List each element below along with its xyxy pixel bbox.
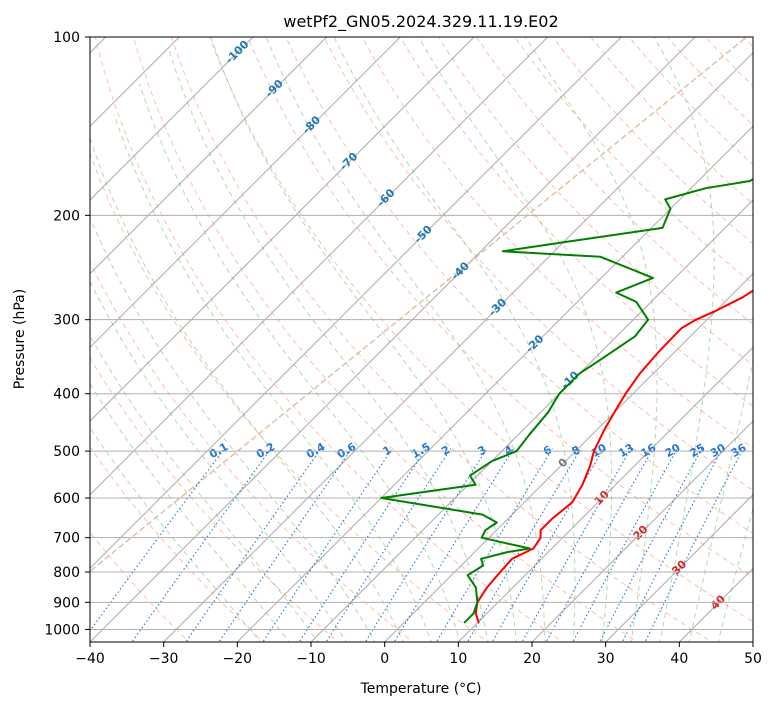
x-tick-label: 40 xyxy=(670,651,688,667)
y-tick-label: 900 xyxy=(53,595,80,611)
x-tick-label: −30 xyxy=(149,651,179,667)
x-tick-label: 20 xyxy=(523,651,541,667)
x-tick-label: −20 xyxy=(223,651,253,667)
y-tick-label: 800 xyxy=(53,565,80,581)
y-tick-label: 300 xyxy=(53,313,80,329)
y-tick-label: 200 xyxy=(53,208,80,224)
y-tick-label: 100 xyxy=(53,30,80,46)
x-tick-label: −40 xyxy=(75,651,105,667)
y-tick-label: 1000 xyxy=(44,622,80,638)
y-tick-label: 500 xyxy=(53,444,80,460)
x-tick-label: −10 xyxy=(296,651,326,667)
y-tick-label: 600 xyxy=(53,491,80,507)
chart-title: wetPf2_GN05.2024.329.11.19.E02 xyxy=(283,12,558,32)
y-axis-label: Pressure (hPa) xyxy=(12,289,28,389)
x-tick-label: 50 xyxy=(744,651,762,667)
x-tick-label: 30 xyxy=(597,651,615,667)
y-tick-label: 700 xyxy=(53,531,80,547)
x-tick-label: 0 xyxy=(380,651,389,667)
y-tick-label: 400 xyxy=(53,387,80,403)
x-tick-label: 10 xyxy=(449,651,467,667)
x-axis-label: Temperature (°C) xyxy=(360,681,482,697)
